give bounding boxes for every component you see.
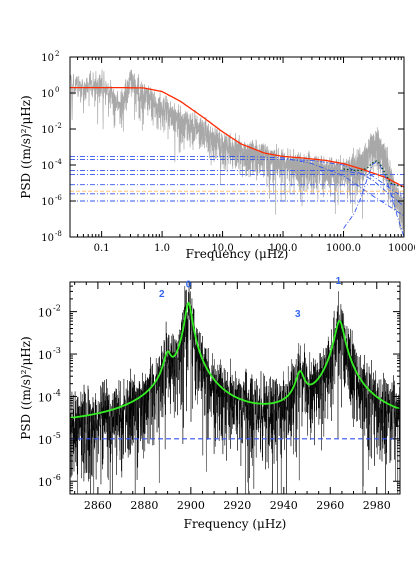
bottom-y-tick-exponent: -6 [53,473,61,482]
top-series-red-1 [70,86,404,188]
bottom-axes-frame [69,281,401,495]
top-y-tick-label: 10 [41,233,54,244]
top-x-tick-label: 10000 [388,243,415,254]
bottom-ylabel: PSD ((m/s)²/μHz) [19,336,33,439]
bottom-x-tick-label: 2860 [84,499,112,512]
top-axes: 0.11.010.0100.01000.01000010210010-210-4… [41,50,415,254]
top-series-blue-dashdot-8 [70,169,404,199]
bottom-y-tick-exponent: -3 [53,346,61,355]
bottom-chart: 2860 2880 2900 2920 2940 2960 298010-210-310-4… [19,276,401,531]
top-plot-area [70,69,404,237]
mode-label-3: 3 [295,309,301,320]
top-y-tick-label: 10 [41,125,54,136]
top-y-tick-exponent: -8 [55,230,62,238]
bottom-y-tick-exponent: -2 [53,304,61,313]
bottom-y-tick-exponent: -5 [53,431,61,440]
bottom-xlabel: Frequency (μHz) [184,517,287,531]
bottom-series-black [70,282,400,494]
top-y-tick-label: 10 [41,197,54,208]
top-y-tick-exponent: -4 [55,158,62,166]
top-chart: 0.11.010.0100.01000.01000010210010-210-4… [19,50,415,261]
bottom-x-tick-label: 2900 [177,499,205,512]
top-x-tick-label: 0.1 [94,243,110,254]
mode-label-1: 1 [336,276,342,287]
top-y-tick-label: 10 [41,161,54,172]
bottom-y-tick-label: 10 [38,349,52,362]
bottom-axes: 2860 2880 2900 2920 2940 2960 298010-210-310-4… [38,281,401,512]
bottom-y-tick-label: 10 [38,476,52,489]
bottom-y-tick-label: 10 [38,307,52,320]
bottom-plot-area [70,282,400,494]
top-x-tick-label: 1000.0 [326,243,361,254]
top-y-tick-label: 10 [41,89,54,100]
top-y-tick-exponent: 0 [55,86,59,94]
mode-label-2: 2 [159,289,165,300]
bottom-x-tick-label: 2880 [130,499,158,512]
bottom-y-tick-label: 10 [38,434,52,447]
top-series-blue-dashdot-6 [70,155,404,217]
top-x-tick-label: 10.0 [211,243,233,254]
top-y-tick-exponent: -6 [55,194,62,202]
top-x-tick-label: 1.0 [154,243,170,254]
top-series-blue-dashdot-7 [70,159,404,207]
top-y-tick-exponent: 2 [55,50,59,58]
bottom-x-tick-label: 2960 [316,499,344,512]
top-xlabel: Frequency (μHz) [186,247,289,261]
bottom-x-tick-label: 2920 [223,499,251,512]
bottom-y-tick-label: 10 [38,391,52,404]
top-y-tick-exponent: -2 [55,122,62,130]
mode-label-0: 0 [186,280,192,291]
bottom-y-tick-exponent: -4 [53,388,61,397]
bottom-series-green [70,301,400,419]
bottom-x-tick-label: 2980 [363,499,391,512]
top-series-gray-0 [70,69,404,231]
top-y-tick-label: 10 [41,53,54,64]
top-x-tick-label: 100.0 [269,243,298,254]
top-ylabel: PSD ((m/s)²/μHz) [19,95,33,198]
top-series-blue-dashdot-9 [343,161,404,237]
bottom-x-tick-label: 2940 [270,499,298,512]
top-axes-frame [69,56,405,238]
